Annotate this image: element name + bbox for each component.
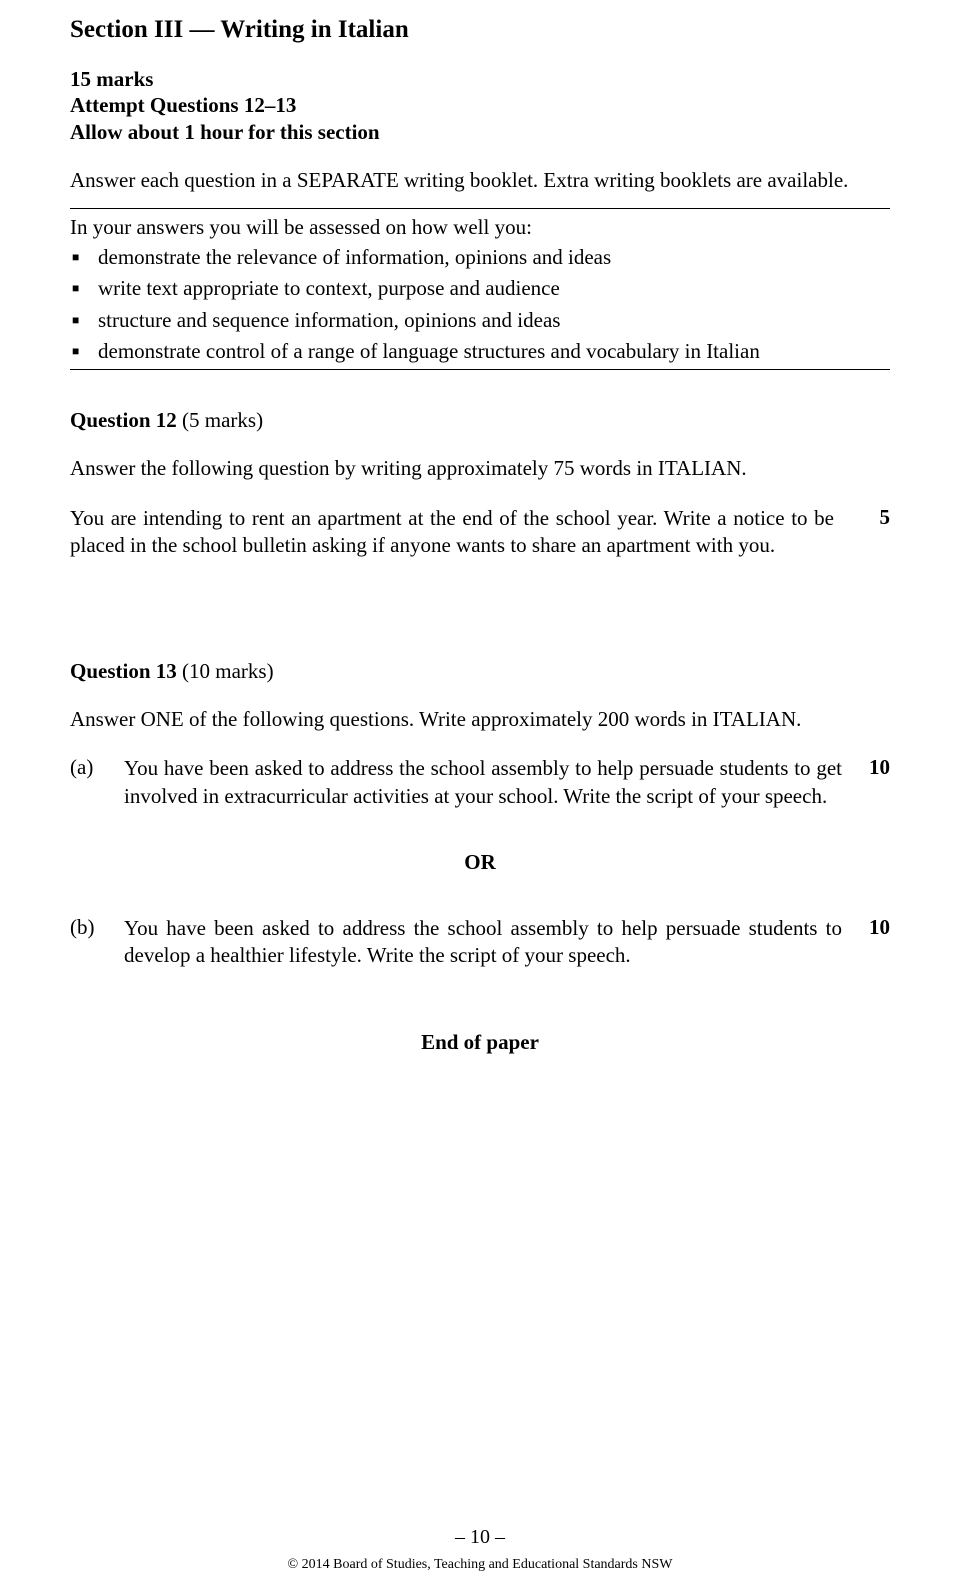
bullet-item: demonstrate the relevance of information… [98,244,890,271]
q13-heading: Question 13 (10 marks) [70,659,890,684]
end-of-paper: End of paper [70,1030,890,1055]
q13a-label: (a) [70,755,104,780]
attempt-line: Attempt Questions 12–13 [70,92,890,118]
q13-heading-marks: (10 marks) [182,659,274,683]
q12-prompt-row: You are intending to rent an apartment a… [70,505,890,560]
q12-label: Question 12 [70,408,177,432]
spacer [70,581,890,659]
page-number: – 10 – [0,1526,960,1549]
or-separator: OR [70,850,890,875]
q13b-row: (b) You have been asked to address the s… [70,915,890,970]
q12-marks: 5 [862,505,890,530]
assessment-bullets: demonstrate the relevance of information… [70,244,890,365]
q13b-marks: 10 [862,915,890,940]
q13a-text: You have been asked to address the schoo… [124,755,842,810]
bullet-item: write text appropriate to context, purpo… [98,275,890,302]
q13a-marks: 10 [862,755,890,780]
q13a-row: (a) You have been asked to address the s… [70,755,890,810]
q13b-text: You have been asked to address the schoo… [124,915,842,970]
copyright: © 2014 Board of Studies, Teaching and Ed… [0,1557,960,1573]
section-title: Section III — Writing in Italian [70,16,890,44]
q12-instruction: Answer the following question by writing… [70,455,890,482]
bullet-item: structure and sequence information, opin… [98,307,890,334]
bullet-item: demonstrate control of a range of langua… [98,338,890,365]
q12-heading: Question 12 (5 marks) [70,408,890,433]
q12-prompt: You are intending to rent an apartment a… [70,505,834,560]
assessment-lead: In your answers you will be assessed on … [70,215,890,240]
q12-heading-marks: (5 marks) [182,408,263,432]
intro-paragraph: Answer each question in a SEPARATE writi… [70,167,890,194]
section-meta: 15 marks Attempt Questions 12–13 Allow a… [70,66,890,145]
marks-line: 15 marks [70,66,890,92]
q13-instruction: Answer ONE of the following questions. W… [70,706,890,733]
time-line: Allow about 1 hour for this section [70,119,890,145]
rule-below-assessment [70,369,890,370]
q13-label: Question 13 [70,659,177,683]
q13b-label: (b) [70,915,104,940]
rule-above-assessment [70,208,890,209]
